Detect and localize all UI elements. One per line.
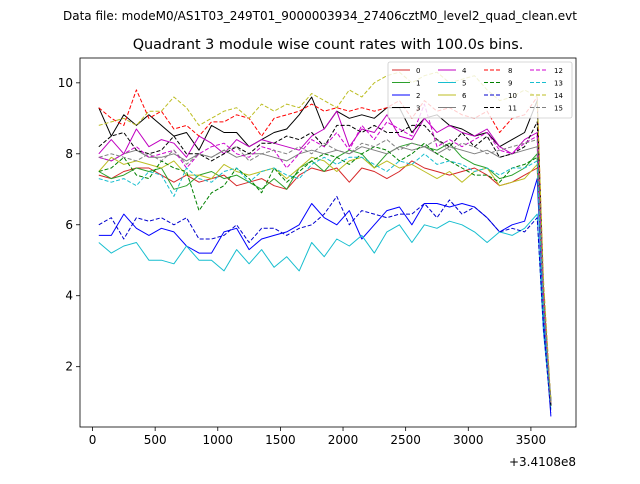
series-line-5 [98,213,552,410]
series-line-2 [98,178,552,417]
legend-label-15: 15 [554,105,563,113]
series-line-8 [98,89,552,403]
legend-label-1: 1 [416,80,420,88]
chart-title: Quadrant 3 module wise count rates with … [133,37,524,53]
x-tick-label: 500 [144,433,167,447]
series-line-11 [98,121,552,406]
x-tick-label: 2000 [328,433,359,447]
plot-area: 0 500 1000 1500 2000 2500 3000 3500246810012345… [58,57,577,447]
series-line-0 [98,160,552,403]
series-line-10 [98,195,552,413]
x-tick-label: 3500 [516,433,547,447]
series-group [98,71,552,417]
legend-label-13: 13 [554,80,563,88]
axes-frame [79,57,577,428]
series-line-6 [98,156,552,403]
x-tick-label: 1500 [265,433,296,447]
x-tick-label: 1000 [203,433,234,447]
figure-suptitle: Data file: modeM0/AS1T03_249T01_90000039… [63,9,577,23]
x-tick-label: 0 [89,433,97,447]
series-line-9 [98,142,552,403]
x-tick-label: 2500 [390,433,421,447]
legend-label-10: 10 [508,92,517,100]
series-line-15 [98,139,552,403]
series-line-7 [98,146,552,403]
y-tick-label: 8 [65,147,73,161]
legend-frame [387,61,573,119]
x-offset-label: +3.4108e8 [509,455,576,469]
legend-label-5: 5 [462,80,466,88]
legend-label-11: 11 [508,105,517,113]
legend-label-4: 4 [462,67,467,75]
series-line-14 [98,71,552,403]
legend-label-0: 0 [416,67,420,75]
legend-label-3: 3 [416,105,420,113]
legend-label-2: 2 [416,92,420,100]
legend-label-9: 9 [508,80,512,88]
series-line-12 [98,103,552,403]
y-tick-label: 4 [65,289,73,303]
legend-label-12: 12 [554,67,563,75]
series-line-13 [98,153,552,403]
series-line-4 [98,110,552,403]
series-line-1 [98,142,552,399]
y-tick-label: 6 [65,218,73,232]
legend-label-7: 7 [462,105,466,113]
x-tick-label: 3000 [453,433,484,447]
legend-label-8: 8 [508,67,512,75]
legend-label-14: 14 [554,92,563,100]
legend-label-6: 6 [462,92,467,100]
y-tick-label: 10 [58,76,73,90]
y-tick-label: 2 [65,360,73,374]
